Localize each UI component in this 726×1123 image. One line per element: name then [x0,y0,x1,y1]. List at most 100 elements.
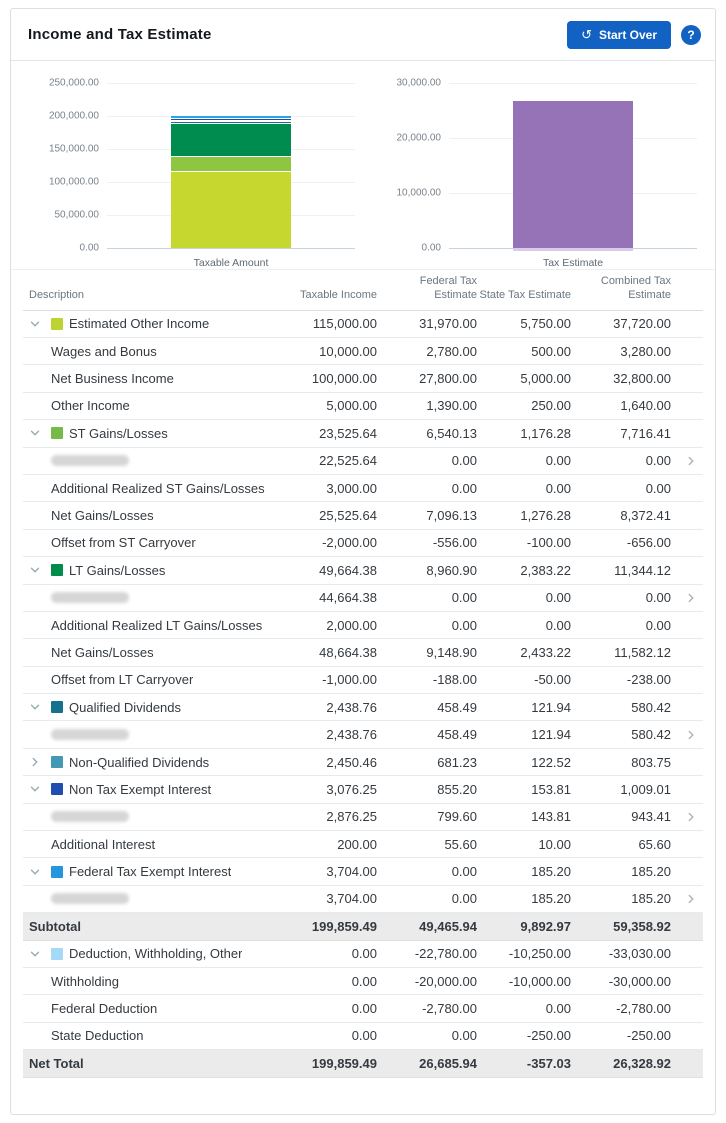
combined-tax-value: -33,030.00 [608,946,671,962]
drill-in-chevron-icon[interactable] [671,893,697,905]
bar-segment-lt-gains-losses[interactable] [171,123,291,157]
combined-tax-value: 580.42 [631,727,671,743]
taxable-income-value: 199,859.49 [311,1055,377,1071]
table-row-deduction-withholding-other[interactable]: Deduction, Withholding, Other 0.00 -22,780… [23,941,703,968]
row-label: Non-Qualified Dividends [69,754,210,770]
combined-tax-value: 32,800.00 [613,371,671,387]
table-row-estimated-other-income[interactable]: Estimated Other Income 115,000.00 31,970.0… [23,311,703,338]
row-label: LT Gains/Losses [69,562,166,578]
row-label: ST Gains/Losses [69,425,168,441]
redacted-account-name [51,592,129,604]
drill-in-chevron-icon[interactable] [671,811,697,823]
taxable-income-value: 115,000.00 [312,316,377,332]
combined-tax-value: -656.00 [626,535,671,551]
description-cell: Net Gains/Losses [29,645,281,660]
description-cell: Additional Interest [29,837,281,852]
bar-segment-estimated-other-income[interactable] [171,172,291,248]
description-cell: ST Gains/Losses [29,426,281,441]
row-label: Estimated Other Income [69,316,210,332]
table-row-net-gains-losses: Net Gains/Losses 48,664.38 9,148.90 2,433.2… [23,639,703,667]
y-tick-label: 0.00 [421,242,441,254]
chevron-down-icon[interactable] [29,564,51,576]
table-row-federal-tax-exempt-interest[interactable]: Federal Tax Exempt Interest 3,704.00 0.00 1… [23,858,703,886]
table-row-st-gains-losses[interactable]: ST Gains/Losses 23,525.64 6,540.13 1,176.28… [23,420,703,448]
taxable-income-value: 2,876.25 [326,809,377,825]
state-tax-value: 10.00 [538,836,571,852]
state-tax-value: 9,892.97 [520,918,571,934]
combined-tax-value: 943.41 [631,809,671,825]
combined-tax-value: 59,358.92 [613,918,671,934]
state-tax-value: -10,000.00 [508,973,571,989]
row-label: Offset from ST Carryover [51,535,196,551]
federal-tax-value: 1,390.00 [426,398,477,414]
taxable-amount-x-label: Taxable Amount [193,257,269,269]
taxable-income-value: 200.00 [337,836,377,852]
help-button[interactable]: ? [681,24,701,45]
row-label: Additional Realized LT Gains/Losses [51,617,263,633]
y-tick-label: 10,000.00 [396,187,442,199]
description-cell: Federal Deduction [29,1001,281,1016]
redacted-account-name [51,893,129,905]
table-row-non-tax-exempt-interest[interactable]: Non Tax Exempt Interest 3,076.25 855.20 153… [23,776,703,804]
bar-segment-federal-tax-exempt-interest[interactable] [171,116,291,119]
bar-segment-st-gains-losses[interactable] [171,156,291,173]
col-header-combined-tax-estimate: Combined Tax Estimate [600,275,671,302]
federal-tax-value: 26,685.94 [419,1055,477,1071]
federal-tax-value: 31,970.00 [419,316,477,332]
chevron-down-icon[interactable] [29,318,51,330]
federal-tax-value: 855.20 [437,781,477,797]
chevron-down-icon[interactable] [29,701,51,713]
federal-tax-value: 2,780.00 [426,343,477,359]
bar-segment-qualified-dividends[interactable] [171,122,291,124]
stacked-bar[interactable] [513,101,633,248]
state-tax-value: 0.00 [545,617,571,633]
negative-bar-sliver-state-tax-estimate[interactable] [513,248,633,251]
chevron-right-icon[interactable] [29,756,51,768]
taxable-income-value: 3,704.00 [326,864,377,880]
bar-segment-non-qualified-dividends[interactable] [171,120,291,123]
description-cell: State Deduction [29,1028,281,1043]
description-cell: Estimated Other Income [29,316,281,331]
y-tick-label: 200,000.00 [48,110,99,122]
description-cell: Non Tax Exempt Interest [29,782,281,797]
bar-segment-federal-tax-estimate[interactable] [513,101,633,248]
chevron-down-icon[interactable] [29,783,51,795]
drill-in-chevron-icon[interactable] [671,592,697,604]
taxable-income-value: 3,000.00 [326,480,377,496]
charts-section: 0.00 50,000.00 100,000.00 150,000.00 200,000… [11,61,715,270]
row-label: Additional Interest [51,836,156,852]
stacked-bar[interactable] [171,116,291,248]
combined-tax-value: 7,716.41 [620,425,671,441]
table-row-additional-realized-lt-gains-losses: Additional Realized LT Gains/Losses 2,000… [23,612,703,640]
plot [449,83,697,251]
drill-in-chevron-icon[interactable] [671,729,697,741]
state-tax-value: 121.94 [531,727,571,743]
row-label: Net Gains/Losses [51,644,154,660]
table-row-account-redacted: 44,664.38 0.00 0.00 0.00 [23,585,703,612]
description-cell: Net Business Income [29,371,281,386]
table-row-qualified-dividends[interactable]: Qualified Dividends 2,438.76 458.49 121.94 5… [23,694,703,722]
chevron-down-icon[interactable] [29,948,51,960]
gridline [107,83,355,84]
state-tax-value: 153.81 [531,781,571,797]
taxable-income-value: 49,664.38 [319,562,377,578]
table-row-offset-from-st-carryover: Offset from ST Carryover -2,000.00 -556.00… [23,530,703,558]
taxable-amount-plot-area: 0.00 50,000.00 100,000.00 150,000.00 200,000… [29,78,355,254]
taxable-income-value: 199,859.49 [311,918,377,934]
start-over-button[interactable]: ↺ Start Over [567,20,671,49]
combined-tax-value: 0.00 [645,590,671,606]
chevron-down-icon[interactable] [29,866,51,878]
y-tick-label: 100,000.00 [48,176,99,188]
table-row-lt-gains-losses[interactable]: LT Gains/Losses 49,664.38 8,960.90 2,383.22… [23,557,703,585]
table-row-non-qualified-dividends[interactable]: Non-Qualified Dividends 2,450.46 681.23 122… [23,749,703,777]
chevron-down-icon[interactable] [29,427,51,439]
redacted-account-name [51,455,129,467]
description-cell [29,893,281,905]
drill-in-chevron-icon[interactable] [671,455,697,467]
row-label: Federal Deduction [51,1001,158,1017]
combined-tax-value: 0.00 [645,617,671,633]
description-cell: Subtotal [29,919,281,934]
bar-segment-non-tax-exempt-interest[interactable] [171,118,291,121]
legend-swatch [51,564,63,577]
federal-tax-value: 27,800.00 [419,371,477,387]
